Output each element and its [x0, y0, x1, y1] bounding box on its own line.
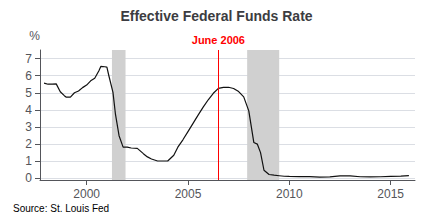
svg-text:5: 5 — [25, 86, 32, 100]
svg-text:2005: 2005 — [175, 187, 202, 201]
svg-text:Source: St. Louis Fed: Source: St. Louis Fed — [13, 203, 109, 214]
svg-text:2010: 2010 — [276, 187, 303, 201]
svg-text:2: 2 — [25, 137, 32, 151]
svg-text:6: 6 — [25, 69, 32, 83]
svg-text:1: 1 — [25, 154, 32, 168]
svg-text:%: % — [29, 29, 40, 43]
svg-text:7: 7 — [25, 52, 32, 66]
svg-text:4: 4 — [25, 103, 32, 117]
svg-text:2000: 2000 — [73, 187, 100, 201]
svg-text:0: 0 — [25, 171, 32, 185]
svg-text:June 2006: June 2006 — [192, 34, 245, 46]
svg-text:Effective Federal Funds Rate: Effective Federal Funds Rate — [120, 8, 312, 24]
svg-text:2015: 2015 — [377, 187, 404, 201]
svg-text:3: 3 — [25, 120, 32, 134]
